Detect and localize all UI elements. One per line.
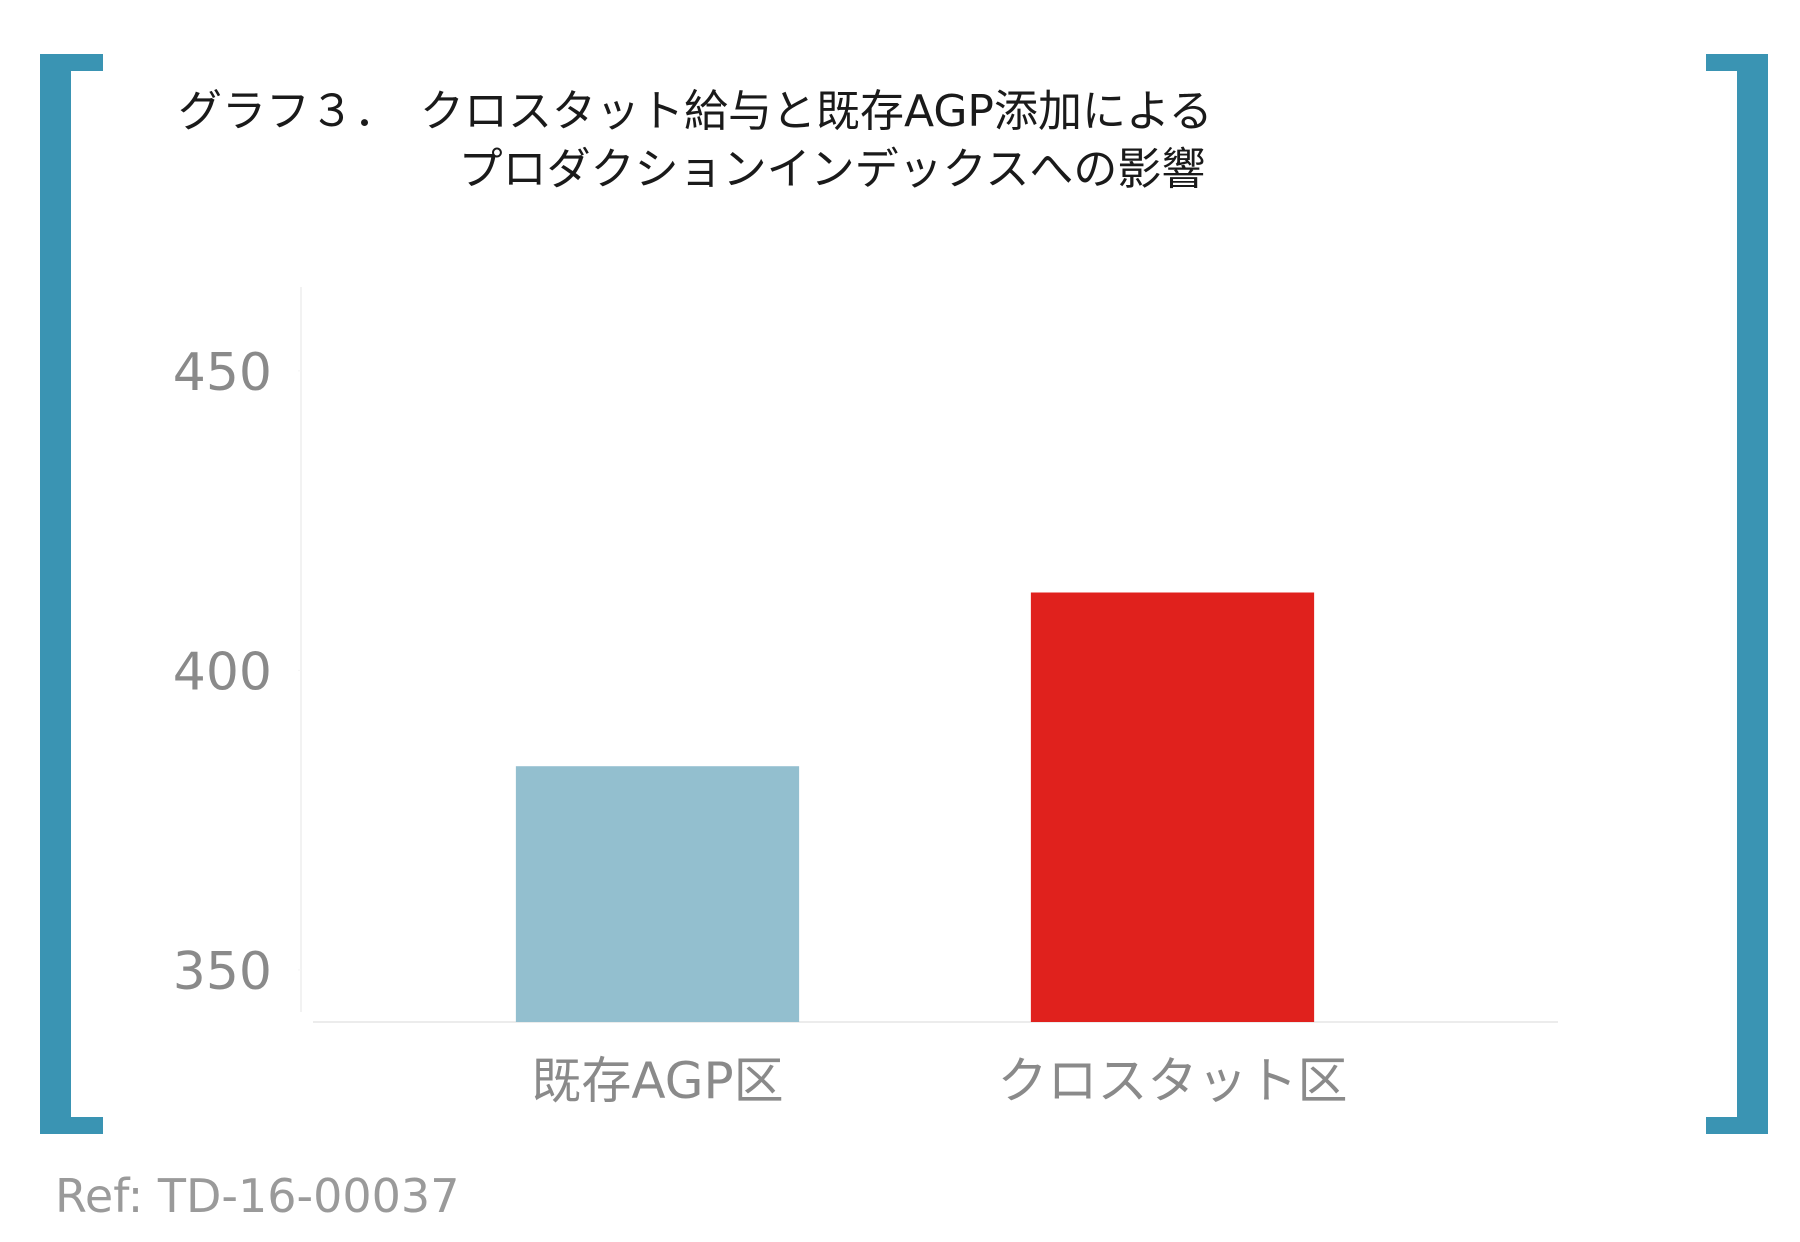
chart-title-line: プロダクションインデックスへの影響 <box>459 144 1206 195</box>
bracket-bar <box>40 54 71 1134</box>
x-tick-label: クロスタット区 <box>998 1052 1348 1110</box>
y-tick-label: 450 <box>173 343 272 403</box>
left-bracket <box>40 54 103 1134</box>
bracket-arm <box>40 54 103 71</box>
bracket-bar <box>1737 54 1768 1134</box>
bar <box>515 766 800 1022</box>
y-tick-label: 400 <box>173 642 272 702</box>
right-bracket <box>1706 54 1768 1134</box>
bracket-arm <box>1706 1117 1768 1134</box>
chart-title-line: グラフ３． クロスタット給与と既存AGP添加による <box>178 86 1213 137</box>
bar <box>1030 592 1315 1022</box>
bracket-arm <box>40 1117 103 1134</box>
x-tick-label: 既存AGP区 <box>531 1052 783 1110</box>
y-tick-label: 350 <box>173 942 272 1002</box>
footnote: Ref: TD-16-00037 <box>55 1169 459 1223</box>
bracket-arm <box>1706 54 1768 71</box>
